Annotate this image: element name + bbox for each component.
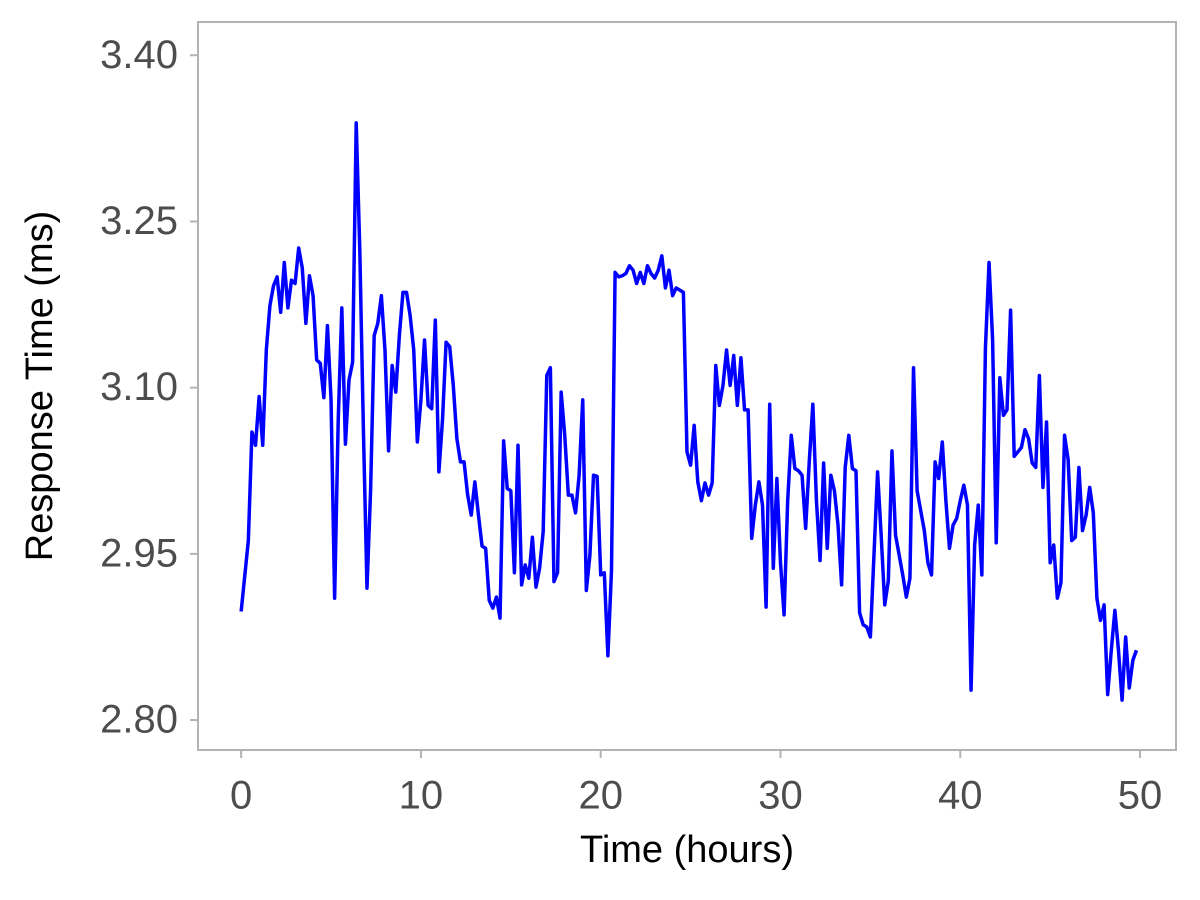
- x-tick-label: 30: [758, 774, 803, 818]
- x-tick-label: 0: [230, 774, 252, 818]
- y-tick-label: 2.95: [100, 531, 178, 575]
- data-line: [239, 121, 1139, 702]
- x-tick-label: 40: [938, 774, 983, 818]
- y-tick-label: 3.40: [100, 33, 178, 77]
- y-tick-label: 2.80: [100, 698, 178, 742]
- x-tick-label: 20: [578, 774, 623, 818]
- y-axis-title: Response Time (ms): [19, 211, 61, 562]
- x-tick-label: 10: [399, 774, 444, 818]
- y-tick-label: 3.10: [100, 365, 178, 409]
- x-axis-title: Time (hours): [580, 829, 794, 871]
- y-tick-label: 3.25: [100, 199, 178, 243]
- x-tick-label: 50: [1118, 774, 1163, 818]
